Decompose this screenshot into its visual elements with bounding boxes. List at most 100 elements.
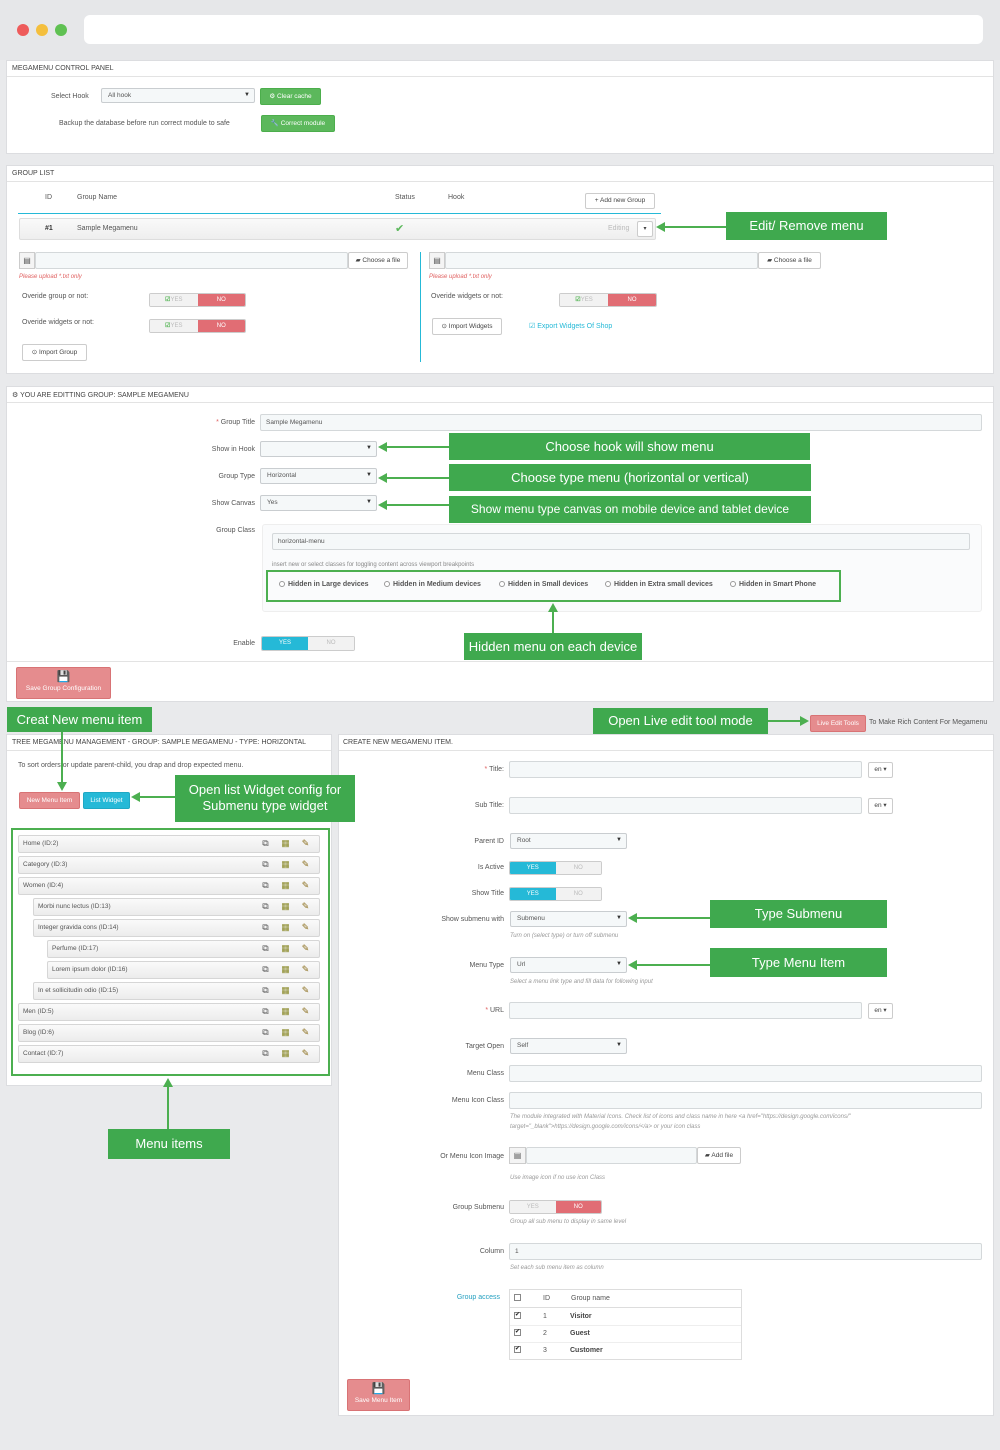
toggle-no[interactable]: NO (555, 888, 601, 900)
subtitle-input[interactable] (509, 797, 862, 814)
tree-item[interactable]: Category (ID:3) ⧉ ▦ ✎ (18, 856, 320, 874)
toggle-yes[interactable]: ☑YES (560, 294, 608, 306)
duplicate-icon[interactable]: ⧉ (262, 901, 269, 911)
override-widgets-toggle-2[interactable]: ☑YES NO (559, 293, 657, 307)
url-input[interactable] (509, 1002, 862, 1019)
toggle-no[interactable]: NO (197, 320, 245, 332)
override-widgets-toggle[interactable]: ☑YES NO (149, 319, 246, 333)
address-bar[interactable] (84, 15, 983, 44)
close-window-icon[interactable] (17, 24, 29, 36)
show-in-hook-dropdown[interactable]: ▼ (260, 441, 377, 457)
duplicate-icon[interactable]: ⧉ (262, 1027, 269, 1037)
duplicate-icon[interactable]: ⧉ (262, 943, 269, 953)
tree-item[interactable]: Integer gravida cons (ID:14) ⧉ ▦ ✎ (33, 919, 320, 937)
duplicate-icon[interactable]: ⧉ (262, 964, 269, 974)
widget-icon[interactable]: ▦ (281, 964, 290, 974)
edit-pencil-icon[interactable]: ✎ (301, 880, 310, 890)
toggle-no[interactable]: NO (555, 1201, 601, 1213)
group-file-input[interactable] (35, 252, 348, 269)
menu-type-dropdown[interactable]: Url ▼ (510, 957, 627, 973)
select-all-checkbox[interactable] (514, 1294, 521, 1301)
widget-icon[interactable]: ▦ (281, 922, 290, 932)
row-actions-dropdown[interactable]: ▾ (637, 221, 653, 237)
edit-pencil-icon[interactable]: ✎ (301, 1027, 310, 1037)
edit-pencil-icon[interactable]: ✎ (301, 943, 310, 953)
group-row[interactable] (19, 218, 656, 240)
list-widget-button[interactable]: List Widget (83, 792, 130, 809)
hidden-smart-phone-option[interactable]: Hidden in Smart Phone (730, 581, 816, 588)
edit-pencil-icon[interactable]: ✎ (301, 964, 310, 974)
clear-cache-button[interactable]: ⚙ Clear cache (260, 88, 321, 105)
subtitle-lang-dropdown[interactable]: en ▾ (868, 798, 893, 814)
widget-icon[interactable]: ▦ (281, 859, 290, 869)
icon-image-input[interactable] (526, 1147, 697, 1164)
widget-icon[interactable]: ▦ (281, 985, 290, 995)
icon-class-input[interactable] (509, 1092, 982, 1109)
toggle-no[interactable]: NO (608, 294, 656, 306)
minimize-window-icon[interactable] (36, 24, 48, 36)
save-menu-item-button[interactable]: 💾 Save Menu Item (347, 1379, 410, 1411)
is-active-toggle[interactable]: YES NO (509, 861, 602, 875)
tree-item[interactable]: Men (ID:5) ⧉ ▦ ✎ (18, 1003, 320, 1021)
tree-item[interactable]: Perfume (ID:17) ⧉ ▦ ✎ (47, 940, 320, 958)
toggle-yes[interactable]: YES (262, 637, 308, 650)
group-class-input[interactable]: horizontal-menu (272, 533, 970, 550)
show-title-toggle[interactable]: YES NO (509, 887, 602, 901)
edit-pencil-icon[interactable]: ✎ (301, 922, 310, 932)
tree-item[interactable]: Lorem ipsum dolor (ID:16) ⧉ ▦ ✎ (47, 961, 320, 979)
choose-file-button[interactable]: ▰ Choose a file (348, 252, 408, 269)
toggle-yes[interactable]: ☑YES (150, 294, 198, 306)
menu-class-input[interactable] (509, 1065, 982, 1082)
tree-item[interactable]: Morbi nunc lectus (ID:13) ⧉ ▦ ✎ (33, 898, 320, 916)
widget-icon[interactable]: ▦ (281, 838, 290, 848)
tree-item[interactable]: Home (ID:2) ⧉ ▦ ✎ (18, 835, 320, 853)
choose-file-button-2[interactable]: ▰ Choose a file (758, 252, 821, 269)
widget-icon[interactable]: ▦ (281, 901, 290, 911)
toggle-no[interactable]: NO (555, 862, 601, 874)
tree-item[interactable]: In et sollicitudin odio (ID:15) ⧉ ▦ ✎ (33, 982, 320, 1000)
hidden-large-option[interactable]: Hidden in Large devices (279, 581, 369, 588)
group-access-checkbox[interactable]: ✔ (514, 1312, 521, 1319)
edit-pencil-icon[interactable]: ✎ (301, 838, 310, 848)
add-file-button[interactable]: ▰ Add file (697, 1147, 741, 1164)
column-input[interactable]: 1 (509, 1243, 982, 1260)
toggle-yes[interactable]: YES (510, 888, 556, 900)
new-menu-item-button[interactable]: New Menu Item (19, 792, 80, 809)
group-access-checkbox[interactable]: ✔ (514, 1329, 521, 1336)
duplicate-icon[interactable]: ⧉ (262, 985, 269, 995)
hidden-small-option[interactable]: Hidden in Small devices (499, 581, 588, 588)
duplicate-icon[interactable]: ⧉ (262, 859, 269, 869)
url-lang-dropdown[interactable]: en ▾ (868, 1003, 893, 1019)
maximize-window-icon[interactable] (55, 24, 67, 36)
tree-item[interactable]: Women (ID:4) ⧉ ▦ ✎ (18, 877, 320, 895)
title-lang-dropdown[interactable]: en ▾ (868, 762, 893, 778)
title-input[interactable] (509, 761, 862, 778)
toggle-no[interactable]: NO (308, 637, 354, 650)
tree-item[interactable]: Contact (ID:7) ⧉ ▦ ✎ (18, 1045, 320, 1063)
group-access-checkbox[interactable]: ✔ (514, 1346, 521, 1353)
edit-pencil-icon[interactable]: ✎ (301, 859, 310, 869)
duplicate-icon[interactable]: ⧉ (262, 1048, 269, 1058)
widget-icon[interactable]: ▦ (281, 880, 290, 890)
duplicate-icon[interactable]: ⧉ (262, 880, 269, 890)
widgets-file-input[interactable] (445, 252, 758, 269)
parent-id-dropdown[interactable]: Root ▼ (510, 833, 627, 849)
hidden-medium-option[interactable]: Hidden in Medium devices (384, 581, 481, 588)
toggle-yes[interactable]: YES (510, 1201, 556, 1213)
export-widgets-link[interactable]: ☑ Export Widgets Of Shop (529, 322, 612, 330)
show-submenu-dropdown[interactable]: Submenu ▼ (510, 911, 627, 927)
save-group-button[interactable]: 💾 Save Group Configuration (16, 667, 111, 699)
duplicate-icon[interactable]: ⧉ (262, 838, 269, 848)
widget-icon[interactable]: ▦ (281, 1048, 290, 1058)
group-title-input[interactable]: Sample Megamenu (260, 414, 982, 431)
group-row-action[interactable]: Editing (608, 225, 630, 232)
group-submenu-toggle[interactable]: YES NO (509, 1200, 602, 1214)
enable-toggle[interactable]: YES NO (261, 636, 355, 651)
toggle-no[interactable]: NO (197, 294, 245, 306)
edit-pencil-icon[interactable]: ✎ (301, 1006, 310, 1016)
group-type-dropdown[interactable]: Horizontal ▼ (260, 468, 377, 484)
widget-icon[interactable]: ▦ (281, 1027, 290, 1037)
widget-icon[interactable]: ▦ (281, 1006, 290, 1016)
toggle-yes[interactable]: ☑YES (150, 320, 198, 332)
edit-pencil-icon[interactable]: ✎ (301, 901, 310, 911)
